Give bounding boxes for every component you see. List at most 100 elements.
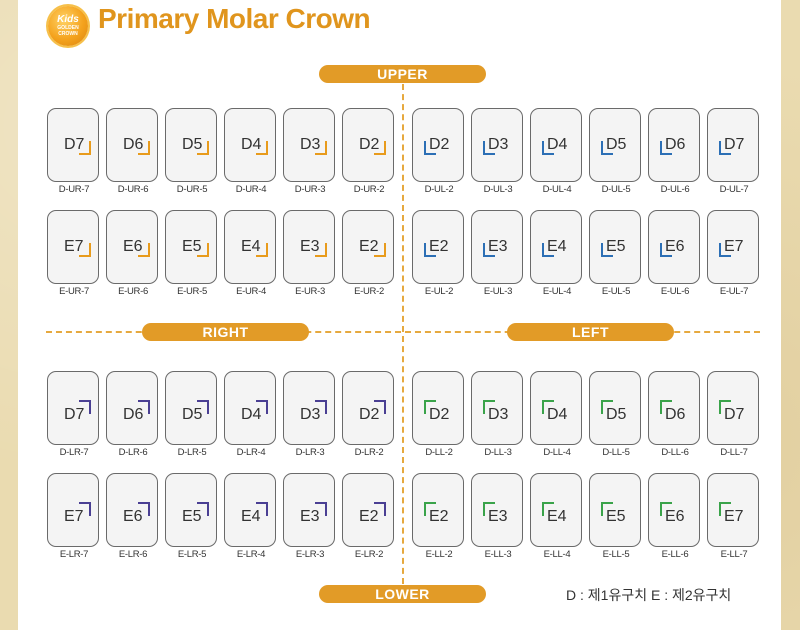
tooth-box[interactable]: D6 bbox=[106, 371, 158, 445]
tooth-box[interactable]: E5 bbox=[165, 473, 217, 547]
tooth-box[interactable]: D6 bbox=[648, 108, 700, 182]
corner-mark-icon bbox=[138, 400, 150, 414]
corner-mark-icon bbox=[719, 243, 731, 257]
tooth-code: D-LR-5 bbox=[177, 447, 207, 458]
corner-mark-icon bbox=[601, 400, 613, 414]
tooth-code: E-LR-4 bbox=[236, 549, 266, 560]
lower-label: LOWER bbox=[319, 585, 486, 603]
tooth-label: D2 bbox=[359, 406, 380, 423]
tooth-box[interactable]: D6 bbox=[648, 371, 700, 445]
tooth-label: E6 bbox=[665, 508, 685, 525]
corner-mark-icon bbox=[138, 141, 150, 155]
tooth-box[interactable]: D7 bbox=[47, 108, 99, 182]
tooth-box[interactable]: E2 bbox=[342, 473, 394, 547]
tooth-box[interactable]: D4 bbox=[224, 371, 276, 445]
tooth-box[interactable]: D4 bbox=[224, 108, 276, 182]
tooth-label: D5 bbox=[606, 406, 627, 423]
tooth-box[interactable]: D6 bbox=[106, 108, 158, 182]
tooth-box[interactable]: E5 bbox=[589, 473, 641, 547]
tooth-code: D-UL-2 bbox=[424, 184, 454, 195]
tooth-code: D-LR-4 bbox=[236, 447, 266, 458]
tooth-code: D-UR-4 bbox=[235, 184, 267, 195]
tooth-box[interactable]: D5 bbox=[165, 108, 217, 182]
tooth-code: D-UR-2 bbox=[353, 184, 385, 195]
tooth-label: D6 bbox=[665, 406, 686, 423]
tooth-box[interactable]: E3 bbox=[283, 473, 335, 547]
tooth-label: D4 bbox=[547, 406, 568, 423]
tooth-code: D-LL-5 bbox=[602, 447, 630, 458]
corner-mark-icon bbox=[719, 141, 731, 155]
tooth-box[interactable]: E6 bbox=[106, 210, 158, 284]
tooth-box[interactable]: E3 bbox=[471, 210, 523, 284]
tooth-box[interactable]: E6 bbox=[648, 210, 700, 284]
tooth-label: D3 bbox=[300, 136, 321, 153]
tooth-box[interactable]: E7 bbox=[707, 473, 759, 547]
tooth-box[interactable]: E2 bbox=[412, 210, 464, 284]
tooth-label: D5 bbox=[182, 406, 203, 423]
tooth-box[interactable]: D2 bbox=[412, 371, 464, 445]
tooth-box[interactable]: E4 bbox=[224, 473, 276, 547]
corner-mark-icon bbox=[483, 400, 495, 414]
tooth-box[interactable]: E2 bbox=[342, 210, 394, 284]
tooth-box[interactable]: E4 bbox=[530, 210, 582, 284]
tooth-box[interactable]: E4 bbox=[530, 473, 582, 547]
tooth-code: E-UR-2 bbox=[354, 286, 384, 297]
tooth-box[interactable]: E3 bbox=[283, 210, 335, 284]
tooth-code: D-UL-6 bbox=[660, 184, 690, 195]
tooth-box[interactable]: E6 bbox=[106, 473, 158, 547]
tooth-box[interactable]: E7 bbox=[47, 473, 99, 547]
tooth-label: D5 bbox=[182, 136, 203, 153]
tooth-label: E3 bbox=[300, 508, 320, 525]
vertical-divider bbox=[402, 84, 404, 584]
tooth-label: E5 bbox=[606, 238, 626, 255]
corner-mark-icon bbox=[315, 141, 327, 155]
tooth-box[interactable]: E2 bbox=[412, 473, 464, 547]
tooth-code: E-LR-3 bbox=[295, 549, 325, 560]
tooth-box[interactable]: D3 bbox=[471, 371, 523, 445]
corner-mark-icon bbox=[79, 400, 91, 414]
tooth-box[interactable]: E6 bbox=[648, 473, 700, 547]
tooth-box[interactable]: D2 bbox=[342, 108, 394, 182]
tooth-box[interactable]: D7 bbox=[707, 108, 759, 182]
kids-golden-crown-logo: Kids GOLDEN CROWN bbox=[48, 6, 88, 46]
corner-mark-icon bbox=[315, 400, 327, 414]
tooth-code: D-LL-4 bbox=[543, 447, 571, 458]
corner-mark-icon bbox=[542, 502, 554, 516]
tooth-label: D3 bbox=[488, 136, 509, 153]
corner-mark-icon bbox=[660, 502, 672, 516]
corner-mark-icon bbox=[601, 243, 613, 257]
tooth-box[interactable]: E3 bbox=[471, 473, 523, 547]
tooth-box[interactable]: E4 bbox=[224, 210, 276, 284]
tooth-box[interactable]: E7 bbox=[707, 210, 759, 284]
corner-mark-icon bbox=[256, 400, 268, 414]
tooth-label: D7 bbox=[64, 406, 85, 423]
corner-mark-icon bbox=[79, 141, 91, 155]
corner-mark-icon bbox=[424, 243, 436, 257]
horizontal-divider bbox=[46, 331, 760, 333]
page-title: Primary Molar Crown bbox=[98, 3, 371, 34]
tooth-box[interactable]: D2 bbox=[342, 371, 394, 445]
tooth-label: E4 bbox=[547, 508, 567, 525]
tooth-box[interactable]: D5 bbox=[589, 371, 641, 445]
tooth-box[interactable]: D5 bbox=[165, 371, 217, 445]
tooth-code: E-UL-7 bbox=[719, 286, 749, 297]
tooth-box[interactable]: E7 bbox=[47, 210, 99, 284]
tooth-box[interactable]: E5 bbox=[165, 210, 217, 284]
tooth-box[interactable]: D3 bbox=[471, 108, 523, 182]
tooth-box[interactable]: E5 bbox=[589, 210, 641, 284]
corner-mark-icon bbox=[315, 502, 327, 516]
tooth-box[interactable]: D3 bbox=[283, 108, 335, 182]
tooth-box[interactable]: D7 bbox=[47, 371, 99, 445]
tooth-box[interactable]: D2 bbox=[412, 108, 464, 182]
tooth-code: D-LR-7 bbox=[59, 447, 89, 458]
tooth-box[interactable]: D4 bbox=[530, 371, 582, 445]
tooth-box[interactable]: D3 bbox=[283, 371, 335, 445]
tooth-code: E-LR-6 bbox=[118, 549, 148, 560]
tooth-box[interactable]: D7 bbox=[707, 371, 759, 445]
tooth-box[interactable]: D5 bbox=[589, 108, 641, 182]
tooth-box[interactable]: D4 bbox=[530, 108, 582, 182]
tooth-code: E-UR-7 bbox=[59, 286, 89, 297]
upper-label: UPPER bbox=[319, 65, 486, 83]
tooth-label: E2 bbox=[359, 238, 379, 255]
tooth-code: D-LR-3 bbox=[295, 447, 325, 458]
